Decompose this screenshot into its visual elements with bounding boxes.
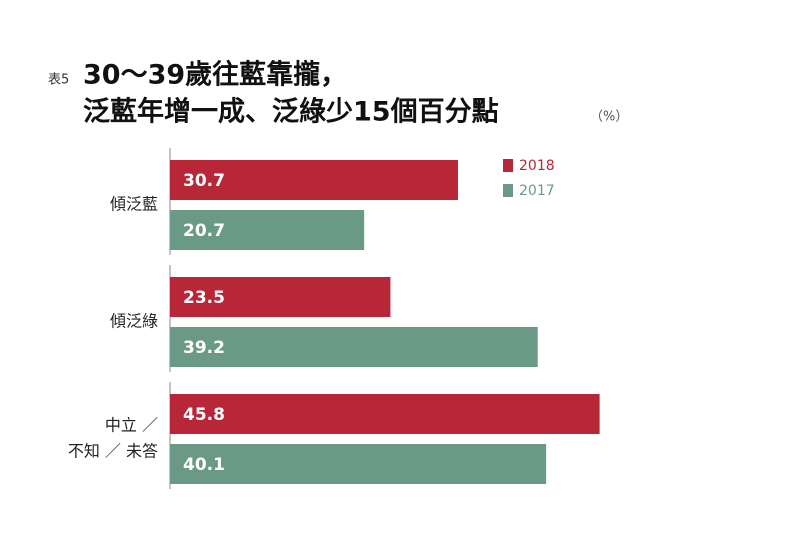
chart-title: 泛藍年增一成、泛綠少15個百分點 [83, 96, 499, 128]
value-label: 45.8 [183, 405, 225, 425]
value-label: 30.7 [183, 171, 225, 191]
bar [170, 394, 600, 434]
legend-label: 2017 [519, 183, 555, 199]
bar [170, 277, 391, 317]
category-label: 中立 ／ [105, 416, 158, 435]
category-label: 傾泛綠 [110, 312, 158, 331]
bar [170, 210, 365, 250]
value-label: 23.5 [183, 288, 225, 308]
value-label: 20.7 [183, 221, 225, 241]
legend-label: 2018 [519, 158, 555, 174]
category-label: 傾泛藍 [110, 195, 158, 214]
value-label: 40.1 [183, 455, 225, 475]
chart-title: 30～39歲往藍靠攏， [83, 59, 347, 91]
value-label: 39.2 [183, 338, 225, 358]
unit-label: （%） [590, 110, 628, 125]
legend-swatch [503, 184, 513, 197]
bar [170, 327, 538, 367]
chart-prefix: 表5 [48, 73, 69, 88]
category-label: 不知 ／ 未答 [68, 442, 158, 461]
bar [170, 444, 547, 484]
legend-swatch [503, 159, 513, 172]
bar [170, 160, 458, 200]
